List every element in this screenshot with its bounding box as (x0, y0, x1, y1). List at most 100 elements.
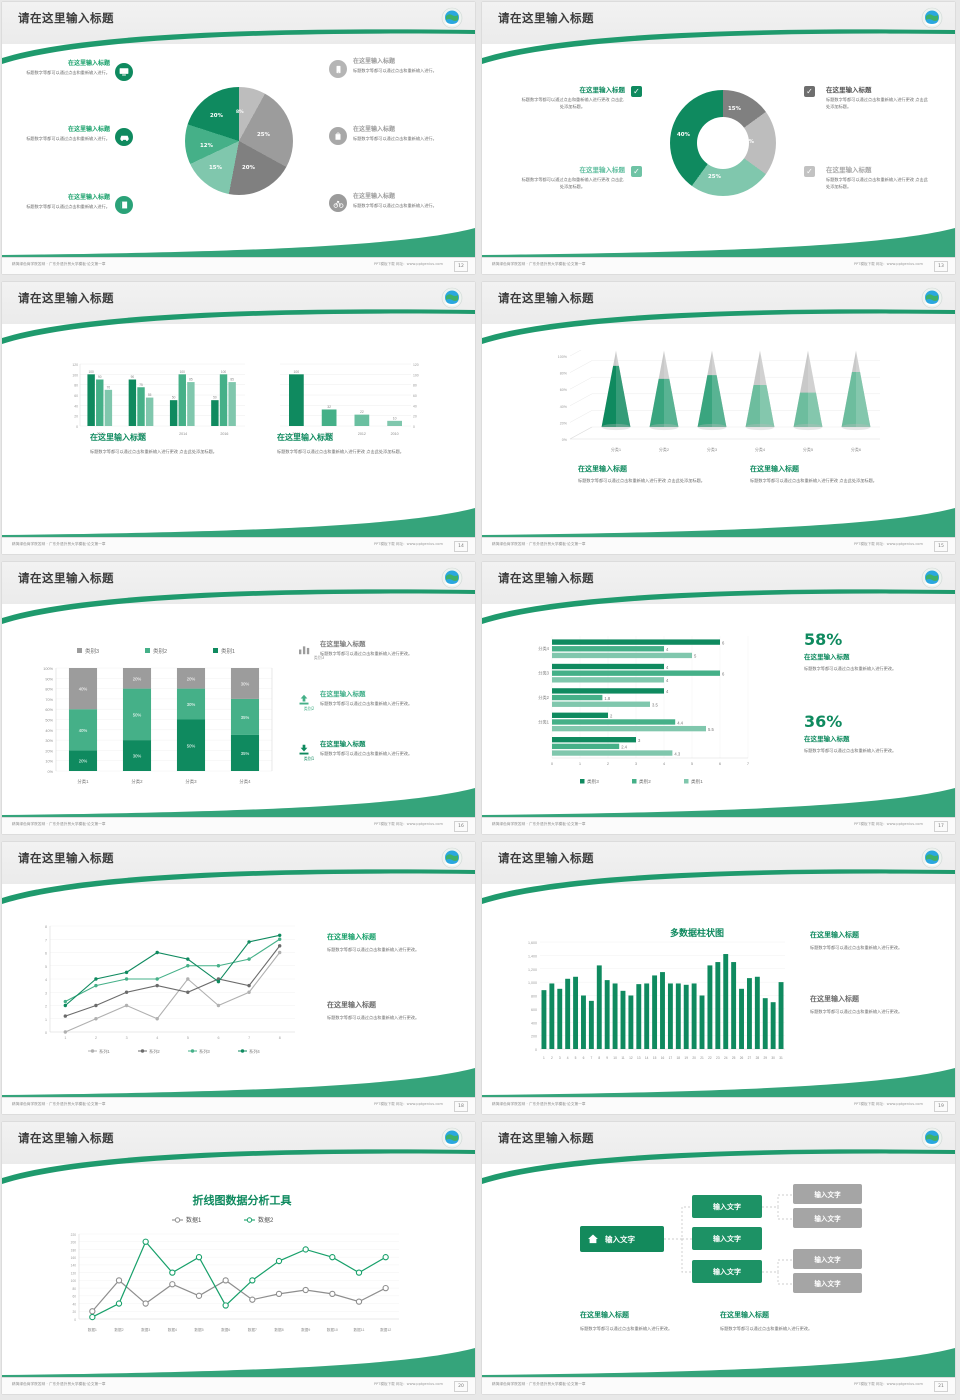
svg-text:80%: 80% (45, 688, 53, 692)
slide-thumbnail-15[interactable]: 请在这里输入标题 0% 20% 40% 60% 80% 100% 分类1 分类2 分类3 分类4 分… (480, 280, 960, 560)
svg-text:类别2: 类别2 (639, 778, 651, 785)
slide-thumbnail-18[interactable]: 请在这里输入标题 0 1 2 3 4 5 6 7 8 1 2 3 4 5 6 7 8 系列1 系列2 系列3 系列4 在… (0, 840, 480, 1120)
footer-right-text: PPT模板下载 网址：www.pptgenius.com (373, 262, 443, 266)
svg-text:3: 3 (126, 1036, 128, 1040)
svg-text:2014: 2014 (325, 432, 333, 436)
svg-text:7: 7 (747, 761, 750, 766)
tree-mid-node-1[interactable]: 输入文字 (692, 1195, 762, 1218)
tree-leaf-node-1[interactable]: 输入文字 (793, 1184, 862, 1204)
header-curve-decoration (482, 868, 955, 904)
svg-text:0: 0 (551, 761, 554, 766)
footer-left-text: 精简绿色商学院答辩 · 广东外语外贸大学模板·论文第一章 (492, 542, 586, 546)
svg-text:4.3: 4.3 (674, 751, 680, 756)
svg-text:1,000: 1,000 (528, 981, 537, 985)
header-curve-decoration (482, 1148, 955, 1184)
footer-curve-decoration (482, 1348, 955, 1378)
pie-label-5: 12% (200, 143, 213, 149)
svg-text:数据2: 数据2 (258, 1216, 274, 1224)
slide-number: 15 (934, 540, 948, 552)
home-icon (587, 1233, 599, 1245)
checkbox-icon-4[interactable]: ✓ (804, 166, 815, 177)
slide-thumbnail-13[interactable]: 请在这里输入标题 在这里输入标题 标题数字等都可以通过点击和重新输入进行更改 点… (480, 0, 960, 280)
svg-text:2014: 2014 (179, 432, 187, 436)
footer-curve-decoration (482, 508, 955, 538)
tree-root-node[interactable]: 输入文字 (580, 1226, 664, 1252)
svg-text:10: 10 (613, 1056, 617, 1060)
svg-text:0%: 0% (48, 770, 54, 774)
svg-text:类别3: 类别3 (587, 778, 599, 785)
slide-thumbnail-19[interactable]: 请在这里输入标题 多数据柱状图 0 200 400 600 800 1,000 1,200 1… (480, 840, 960, 1120)
svg-text:4: 4 (567, 1056, 569, 1060)
svg-text:100%: 100% (558, 355, 568, 359)
cone-3d-chart: 0% 20% 40% 60% 80% 100% 分类1 分类2 分类3 分类4 分类5 分类6 (540, 350, 900, 455)
svg-text:4: 4 (666, 678, 669, 683)
slide-thumbnail-14[interactable]: 请在这里输入标题 0 20 40 60 80 100 120 100 90 70 2010 90 75 5… (0, 280, 480, 560)
svg-text:4: 4 (663, 761, 666, 766)
pie-label-6: 20% (210, 113, 223, 119)
tree-connectors (664, 1194, 792, 1285)
many-bars-chart: 0 200 400 600 800 1,000 1,200 1,400 1,600 1 2 3 4 5 6 7… (516, 938, 791, 1063)
tree-leaf-node-3[interactable]: 输入文字 (793, 1249, 862, 1269)
svg-text:100: 100 (88, 370, 94, 374)
footer-left-text: 精简绿色商学院答辩 · 广东外语外贸大学模板·论文第一章 (492, 822, 586, 826)
tree-leaf-node-2[interactable]: 输入文字 (793, 1208, 862, 1228)
svg-text:数据12: 数据12 (380, 1327, 391, 1332)
footer-left-text: 精简绿色商学院答辩 · 广东外语外贸大学模板·论文第一章 (12, 1102, 106, 1106)
svg-text:2: 2 (95, 1036, 97, 1040)
svg-text:800: 800 (531, 995, 537, 999)
svg-text:7: 7 (590, 1056, 592, 1060)
svg-text:5: 5 (691, 761, 694, 766)
slide-thumbnail-20[interactable]: 请在这里输入标题 折线图数据分析工具 数据1 数据2 0 20 40 60 80 100 12… (0, 1120, 480, 1400)
svg-text:40: 40 (413, 404, 417, 408)
svg-text:2: 2 (607, 761, 610, 766)
svg-text:20%: 20% (79, 759, 88, 764)
svg-text:19: 19 (684, 1056, 688, 1060)
tree-leaf-node-4[interactable]: 输入文字 (793, 1273, 862, 1293)
svg-text:40: 40 (72, 1302, 76, 1306)
footer-left-text: 精简绿色商学院答辩 · 广东外语外贸大学模板·论文第一章 (12, 542, 106, 546)
chart-title: 折线图数据分析工具 (192, 1194, 292, 1207)
svg-text:分类1: 分类1 (611, 446, 622, 452)
slide-thumbnail-21[interactable]: 请在这里输入标题 (480, 1120, 960, 1400)
svg-text:140: 140 (71, 1264, 77, 1268)
svg-text:21: 21 (700, 1056, 704, 1060)
svg-text:1.8: 1.8 (604, 696, 610, 701)
svg-text:18: 18 (677, 1056, 681, 1060)
tree-mid-node-3[interactable]: 输入文字 (692, 1260, 762, 1283)
footer-curve-decoration (482, 228, 955, 258)
header-curve-decoration (2, 588, 475, 624)
svg-text:分类2: 分类2 (131, 778, 143, 785)
svg-text:200: 200 (531, 1035, 537, 1039)
slide-number: 20 (454, 1380, 468, 1392)
footer-curve-decoration (482, 1068, 955, 1098)
checkbox-icon-3[interactable]: ✓ (804, 86, 815, 97)
donut-item-right-2: 在这里输入标题 标题数字等都可以通过点击和重新输入进行更改 点击此处添加标题。 (826, 166, 928, 189)
checkbox-icon-2[interactable]: ✓ (631, 166, 642, 177)
checkbox-icon-1[interactable]: ✓ (631, 86, 642, 97)
svg-text:数据4: 数据4 (168, 1327, 177, 1332)
svg-text:数据9: 数据9 (301, 1327, 310, 1332)
slide-thumbnail-17[interactable]: 请在这里输入标题 0 1 2 3 4 5 6 7 3 2.4 4.3 2 4.4 5.5 分类1 4 1.8 3.… (480, 560, 960, 840)
svg-text:180: 180 (71, 1248, 77, 1252)
university-emblem-logo (921, 7, 943, 29)
svg-text:8: 8 (598, 1056, 600, 1060)
footer-right-text: PPT模板下载 网址：www.pptgenius.com (373, 542, 443, 546)
page-title: 请在这里输入标题 (18, 851, 114, 865)
svg-text:系列1: 系列1 (99, 1048, 110, 1055)
slide-footer: 精简绿色商学院答辩 · 广东外语外贸大学模板·论文第一章 PPT模板下载 网址：… (2, 817, 475, 834)
svg-text:2010: 2010 (97, 432, 105, 436)
pie-chart (185, 87, 293, 195)
svg-text:3: 3 (635, 761, 638, 766)
slide-thumbnail-12[interactable]: 请在这里输入标题 在这里输入标题 标题数字等都可以通过点击和重新输入进行。 在这… (0, 0, 480, 280)
slide-number: 19 (934, 1100, 948, 1112)
tree-mid-node-2[interactable]: 输入文字 (692, 1227, 762, 1250)
svg-text:0: 0 (45, 1031, 47, 1035)
slide-thumbnail-16[interactable]: 请在这里输入标题 类别3 类别2 类别1 0% 10% 20% 30% 40% 50% 60% 7… (0, 560, 480, 840)
svg-text:20: 20 (413, 415, 417, 419)
footer-right-text: PPT模板下载 网址：www.pptgenius.com (853, 822, 923, 826)
footer-right-text: PPT模板下载 网址：www.pptgenius.com (853, 542, 923, 546)
svg-text:数据1: 数据1 (88, 1327, 97, 1332)
slide-number: 21 (934, 1380, 948, 1392)
svg-text:20%: 20% (187, 676, 196, 681)
svg-text:85: 85 (230, 378, 234, 382)
